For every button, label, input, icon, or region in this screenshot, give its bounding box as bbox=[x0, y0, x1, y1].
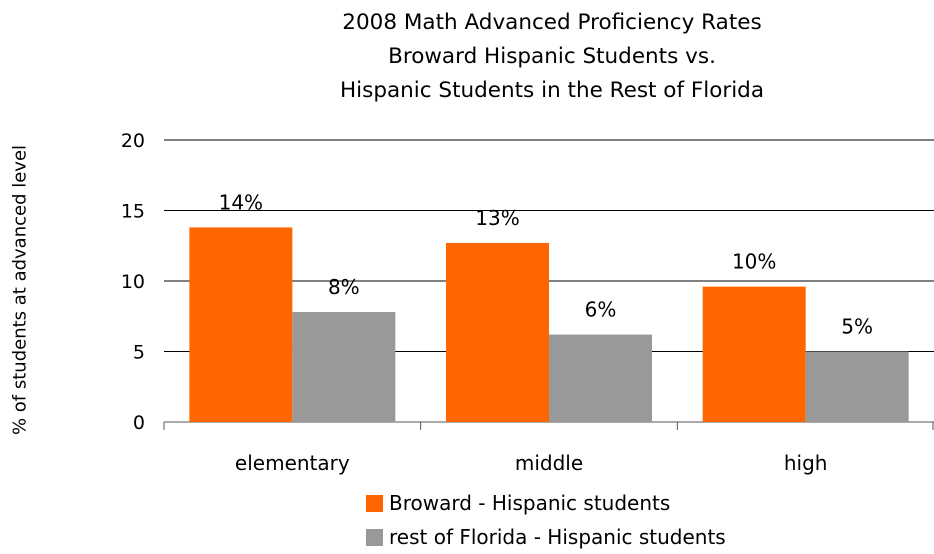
legend-item-broward: Broward - Hispanic students bbox=[366, 486, 726, 520]
legend-label-rest-of-florida: rest of Florida - Hispanic students bbox=[389, 525, 726, 549]
bar-rest-of-florida-elementary bbox=[292, 312, 396, 422]
chart-title: 2008 Math Advanced Proficiency Rates Bro… bbox=[200, 6, 904, 108]
bar-broward-middle bbox=[446, 242, 549, 422]
data-label-broward-middle: 13% bbox=[475, 206, 519, 230]
y-tick-label-10: 10 bbox=[121, 271, 145, 293]
y-tick-label-0: 0 bbox=[133, 412, 145, 434]
x-category-label-elementary: elementary bbox=[235, 451, 350, 475]
x-category-label-high: high bbox=[784, 451, 828, 475]
chart-title-line-3: Hispanic Students in the Rest of Florida bbox=[340, 78, 764, 103]
data-label-broward-elementary: 14% bbox=[219, 190, 263, 214]
data-label-rest-of-florida-elementary: 8% bbox=[328, 275, 360, 299]
chart-title-line-1: 2008 Math Advanced Proficiency Rates bbox=[342, 10, 762, 35]
x-category-label-middle: middle bbox=[515, 451, 583, 475]
legend-swatch-rest-of-florida bbox=[366, 528, 383, 546]
legend-item-rest-of-florida: rest of Florida - Hispanic students bbox=[366, 520, 726, 554]
chart-title-line-2: Broward Hispanic Students vs. bbox=[388, 44, 716, 69]
y-tick-label-15: 15 bbox=[121, 201, 145, 223]
data-label-rest-of-florida-high: 5% bbox=[841, 315, 873, 339]
bar-rest-of-florida-high bbox=[805, 351, 909, 422]
bar-rest-of-florida-middle bbox=[549, 334, 652, 422]
data-label-rest-of-florida-middle: 6% bbox=[585, 298, 617, 322]
y-tick-label-5: 5 bbox=[133, 342, 145, 364]
bar-broward-high bbox=[702, 286, 806, 422]
data-label-broward-high: 10% bbox=[732, 250, 776, 274]
legend: Broward - Hispanic students rest of Flor… bbox=[366, 486, 726, 554]
y-tick-label-20: 20 bbox=[121, 130, 145, 152]
bar-broward-elementary bbox=[189, 227, 293, 422]
legend-label-broward: Broward - Hispanic students bbox=[389, 491, 671, 515]
legend-swatch-broward bbox=[366, 494, 383, 512]
